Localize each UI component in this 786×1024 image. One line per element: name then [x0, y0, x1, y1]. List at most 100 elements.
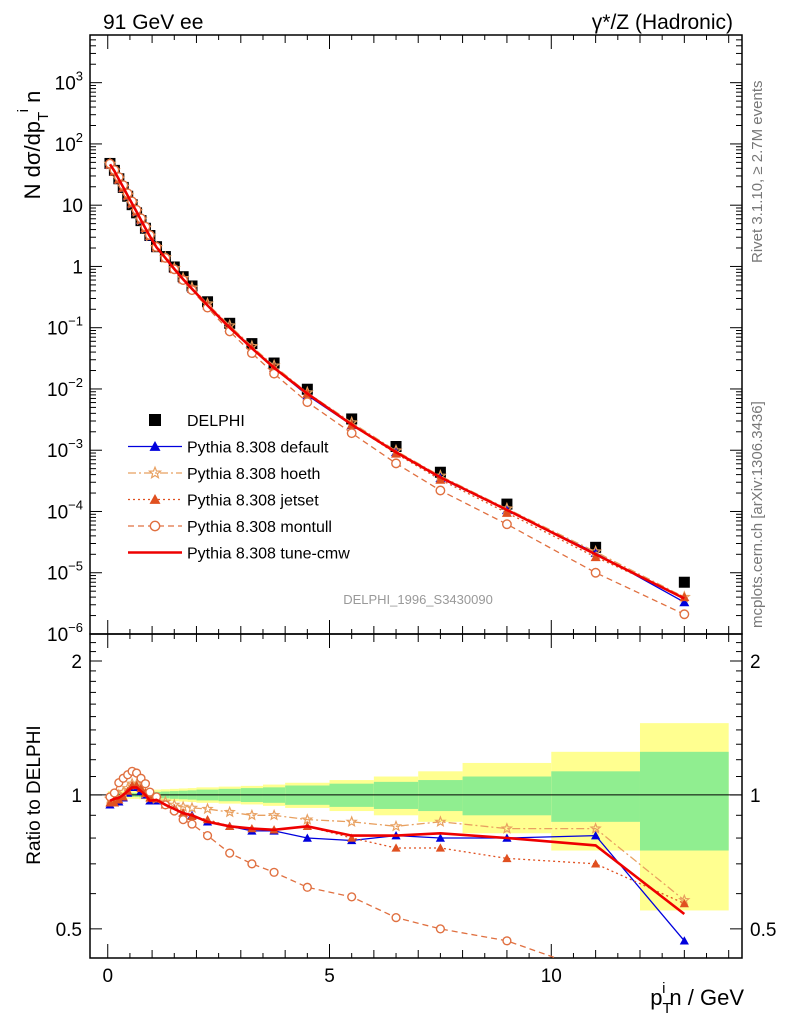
ratio-band-stat	[639, 751, 729, 851]
tick-exp: 2	[76, 130, 83, 145]
ratio-plot-frame	[89, 633, 743, 959]
ratio-y-tick-label-right: 2	[750, 652, 761, 673]
main-y-tick-label: 10−5	[47, 559, 83, 585]
main-y-tick-label: 10−1	[47, 314, 83, 340]
rivet-version-label: Rivet 3.1.10, ≥ 2.7M events	[749, 81, 766, 264]
data-point	[187, 819, 197, 829]
main-y-tick-label: 102	[55, 130, 83, 156]
data-point	[109, 798, 119, 807]
data-point	[147, 465, 163, 480]
x-axis-title: pTi n / GeV	[650, 980, 744, 1017]
data-point	[185, 801, 199, 814]
main-y-tick-label: 10−4	[47, 497, 83, 523]
data-point	[149, 520, 161, 532]
data-point	[201, 802, 214, 815]
data-point	[202, 831, 213, 841]
xlabel-p: p	[650, 985, 662, 1010]
data-point	[435, 833, 445, 842]
data-point	[679, 592, 690, 602]
main-series-line	[109, 164, 685, 603]
data-point	[269, 867, 279, 877]
ratio-y-axis-title: Ratio to DELPHI	[24, 725, 45, 864]
data-point	[302, 397, 313, 408]
data-point	[223, 805, 236, 818]
data-point	[678, 576, 690, 588]
tick-base: 10	[47, 319, 68, 340]
data-point	[501, 507, 512, 517]
ratio-y-tick-label: 0.5	[56, 920, 82, 941]
ratio-y-tick-label: 2	[71, 652, 82, 673]
ratio-series-line	[109, 770, 558, 958]
data-point	[679, 609, 690, 620]
data-point	[267, 808, 281, 821]
ratio-band-stat	[551, 771, 640, 822]
legend-label: Pythia 8.308 tune-cmw	[187, 546, 350, 563]
ylabel-prefix: N dσ/dp	[20, 121, 45, 199]
data-point	[435, 485, 446, 496]
tick-exp: −6	[68, 620, 83, 635]
ylabel-sub: T	[35, 112, 52, 121]
legend-label: Pythia 8.308 hoeth	[187, 466, 320, 483]
data-point	[149, 441, 161, 451]
main-y-axis-title: N dσ/dpTi n	[15, 91, 52, 200]
data-point	[225, 848, 235, 858]
data-point	[302, 833, 312, 842]
legend-label: Pythia 8.308 default	[187, 440, 329, 457]
ratio-y-tick-label: 1	[71, 786, 82, 807]
data-point	[391, 458, 401, 469]
x-tick-label: 0	[102, 966, 113, 987]
tick-base: 1	[72, 257, 83, 278]
data-point	[590, 552, 601, 562]
data-point	[347, 833, 357, 842]
data-point	[500, 822, 514, 834]
data-point	[347, 892, 357, 902]
main-y-tick-label: 10−6	[47, 620, 83, 646]
data-point	[149, 494, 161, 504]
data-point	[140, 779, 151, 789]
tick-base: 10	[47, 441, 68, 462]
ratio-y-tick-label-right: 1	[750, 786, 761, 807]
tick-base: 10	[47, 564, 68, 585]
tick-exp: −1	[68, 314, 83, 329]
xlabel-sup: i	[662, 980, 665, 997]
data-point	[435, 924, 446, 934]
ylabel-suffix: n	[20, 91, 45, 109]
tick-base: 10	[55, 135, 76, 156]
main-series	[108, 163, 685, 600]
data-point	[591, 831, 601, 840]
data-point	[502, 853, 512, 863]
xlabel-suffix: n / GeV	[669, 985, 744, 1010]
tick-exp: −3	[68, 436, 83, 451]
legend-label: Pythia 8.308 jetset	[187, 493, 319, 510]
tick-base: 10	[62, 196, 83, 217]
x-tick-label: 10	[541, 966, 562, 987]
tick-base: 10	[47, 502, 68, 523]
x-tick-label: 5	[324, 966, 335, 987]
legend: DELPHI Pythia 8.308 default Pythia 8.308 h…	[128, 413, 350, 563]
header-right-title: γ*/Z (Hadronic)	[592, 11, 733, 34]
tick-base: 10	[47, 380, 68, 401]
main-y-tick-label: 1	[72, 257, 83, 278]
data-point	[145, 787, 155, 797]
legend-label: Pythia 8.308 montull	[187, 519, 332, 536]
data-point	[501, 519, 512, 530]
ratio-uncertainty-bands	[107, 723, 729, 911]
data-point	[178, 815, 188, 825]
data-point	[679, 936, 689, 945]
tick-exp: −5	[68, 559, 83, 574]
main-y-tick-label: 10−2	[47, 375, 83, 401]
data-point	[345, 815, 358, 828]
ylabel-sup: i	[15, 109, 32, 112]
ratio-series-line	[109, 786, 686, 916]
tick-base: 10	[55, 74, 76, 95]
axes-frames	[89, 34, 743, 959]
data-point	[590, 567, 601, 578]
analysis-id-label: DELPHI_1996_S3430090	[343, 592, 493, 607]
main-series	[104, 159, 690, 607]
data-point	[679, 597, 690, 607]
main-series-line	[108, 163, 685, 600]
legend-label: DELPHI	[187, 413, 245, 430]
data-point	[502, 936, 512, 946]
